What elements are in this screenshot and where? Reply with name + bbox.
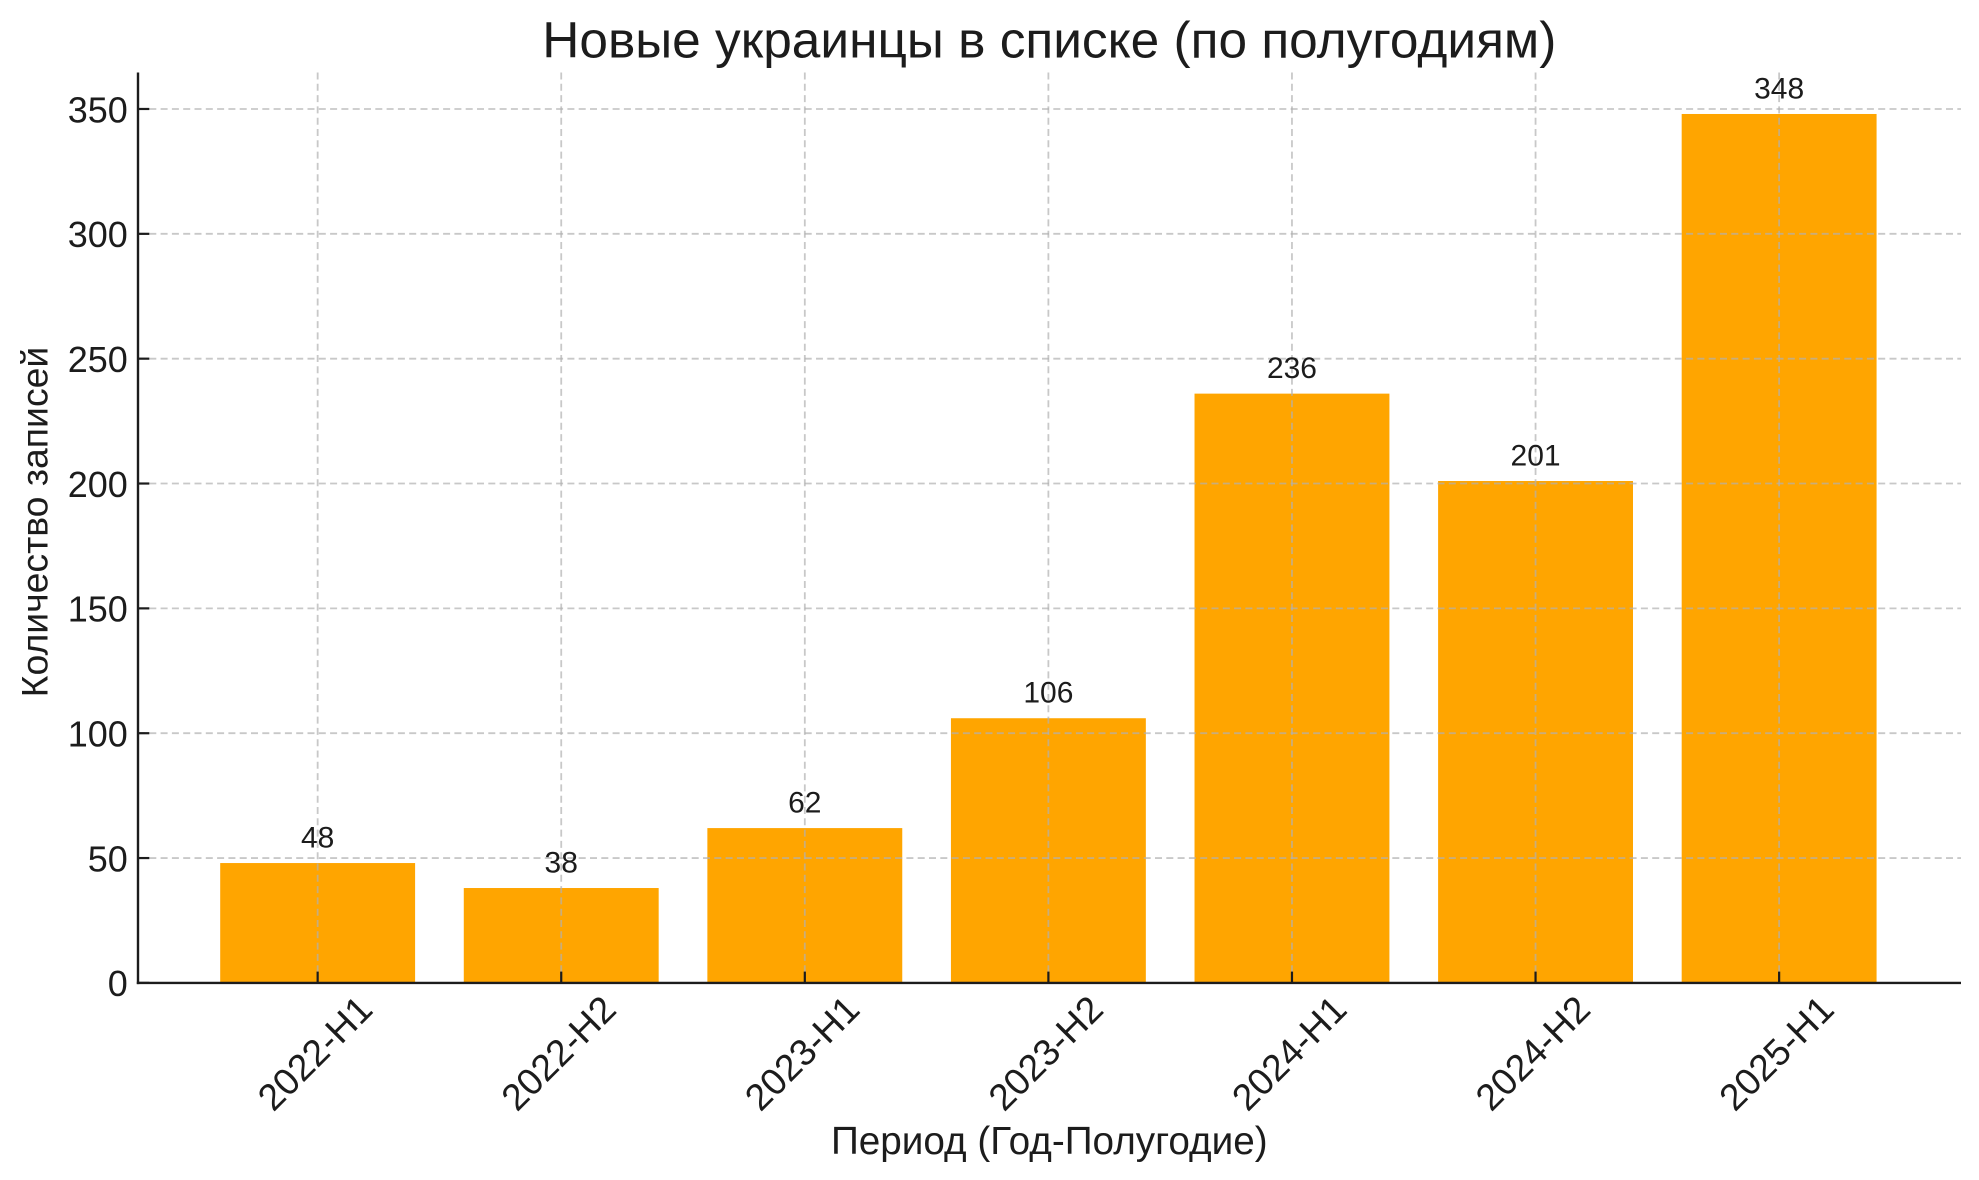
- svg-text:Количество записей: Количество записей: [13, 347, 55, 698]
- svg-text:62: 62: [788, 786, 821, 819]
- svg-text:38: 38: [545, 846, 578, 879]
- svg-text:348: 348: [1754, 72, 1804, 105]
- svg-text:200: 200: [68, 464, 128, 505]
- svg-text:Новые украинцы в списке (по по: Новые украинцы в списке (по полугодиям): [542, 10, 1556, 68]
- svg-text:236: 236: [1267, 352, 1317, 385]
- svg-text:150: 150: [68, 589, 128, 630]
- svg-text:250: 250: [68, 339, 128, 380]
- svg-text:201: 201: [1511, 439, 1561, 472]
- svg-text:Период (Год-Полугодие): Период (Год-Полугодие): [831, 1120, 1268, 1163]
- svg-text:48: 48: [301, 821, 334, 854]
- svg-text:350: 350: [68, 89, 128, 130]
- svg-text:106: 106: [1023, 677, 1073, 710]
- svg-text:0: 0: [108, 963, 128, 1004]
- svg-text:300: 300: [68, 214, 128, 255]
- svg-text:100: 100: [68, 714, 128, 755]
- svg-text:50: 50: [88, 838, 128, 879]
